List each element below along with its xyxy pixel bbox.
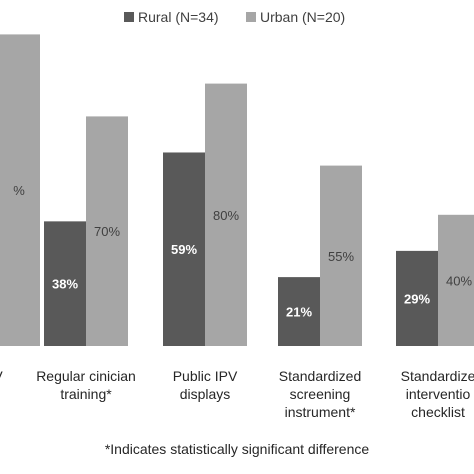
bar-urban-2 bbox=[205, 83, 247, 346]
data-label-urban-0: % bbox=[13, 183, 25, 198]
category-label-2: Public IPV displays bbox=[173, 368, 238, 402]
data-label-urban-4: 40% bbox=[446, 273, 472, 288]
data-label-rural-2: 59% bbox=[171, 242, 197, 257]
bar-urban-3 bbox=[320, 165, 362, 346]
bars bbox=[0, 34, 474, 347]
bar-rural-1 bbox=[44, 221, 86, 346]
category-label-1: Regular cinician training* bbox=[36, 368, 136, 402]
legend-label-urban: Urban (N=20) bbox=[260, 9, 345, 25]
bar-rural-4 bbox=[396, 250, 438, 346]
bar-rural-2 bbox=[163, 152, 205, 346]
bar-urban-4 bbox=[438, 214, 474, 346]
legend-swatch-rural bbox=[124, 12, 134, 22]
bar-rural-3 bbox=[278, 277, 320, 346]
legend-swatch-urban bbox=[246, 12, 256, 22]
legend-label-rural: Rural (N=34) bbox=[138, 9, 219, 25]
data-label-urban-3: 55% bbox=[328, 249, 354, 264]
bar-urban-1 bbox=[86, 116, 128, 347]
category-label-3: Standardized screening instrument* bbox=[279, 368, 362, 420]
data-label-rural-3: 21% bbox=[286, 305, 312, 320]
legend: Rural (N=34) Urban (N=20) bbox=[124, 9, 345, 25]
data-labels: 38% 59% 21% 29%% 70% 80% 55% 40% bbox=[13, 183, 472, 319]
category-label-0: V bbox=[0, 368, 3, 384]
data-label-urban-1: 70% bbox=[94, 224, 120, 239]
footnote: *Indicates statistically significant dif… bbox=[105, 441, 370, 457]
data-label-rural-1: 38% bbox=[52, 277, 78, 292]
data-label-urban-2: 80% bbox=[213, 208, 239, 223]
data-label-rural-4: 29% bbox=[404, 291, 430, 306]
category-label-4: Standardize interventio checklist bbox=[401, 368, 474, 420]
bar-urban-0 bbox=[0, 34, 40, 347]
